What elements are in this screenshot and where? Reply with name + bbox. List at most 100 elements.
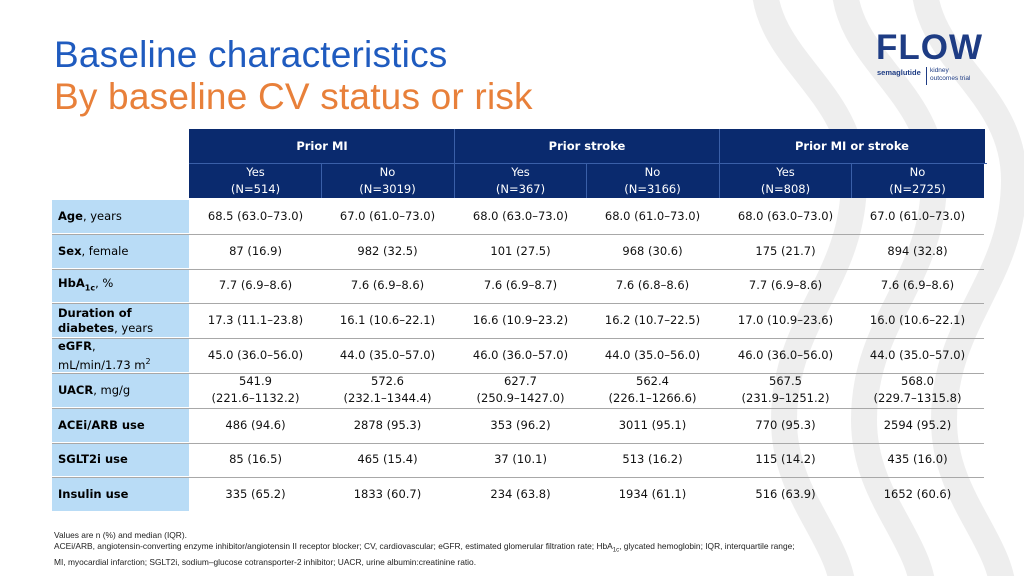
table-cell: 568.0 (229.7–1315.8)	[873, 374, 962, 406]
column-header: Yes (N=367)	[454, 163, 587, 198]
table-cell: 175 (21.7)	[755, 243, 816, 258]
page-subtitle: By baseline CV status or risk	[54, 76, 533, 117]
footnote-line-1: Values are n (%) and median (IQR).	[54, 530, 187, 540]
table-cell: 2594 (95.2)	[883, 417, 952, 432]
table-cell: 16.2 (10.7–22.5)	[604, 313, 701, 328]
table-cell: 45.0 (36.0–56.0)	[207, 348, 304, 363]
row-label: HbA1c, %	[52, 269, 189, 303]
table-cell: 44.0 (35.0–56.0)	[604, 348, 701, 363]
column-header-n: (N=514)	[230, 181, 281, 196]
table-cell: 16.6 (10.9–23.2)	[472, 313, 569, 328]
table-cell: 541.9 (221.6–1132.2)	[211, 374, 300, 406]
column-divider	[586, 163, 587, 198]
group-divider	[454, 129, 455, 198]
row-divider	[52, 442, 984, 444]
table-cell: 16.1 (10.6–22.1)	[339, 313, 436, 328]
table-cell: 486 (94.6)	[225, 417, 286, 432]
row-divider	[52, 268, 984, 270]
table-cell: 1652 (60.6)	[883, 487, 952, 502]
group-divider	[719, 129, 720, 198]
column-header-yesno: No	[379, 164, 396, 179]
column-header: Yes (N=514)	[189, 163, 322, 198]
logo-word: FLOW	[876, 28, 984, 67]
table-cell: 770 (95.3)	[755, 417, 816, 432]
table-cell: 335 (65.2)	[225, 487, 286, 502]
table-cell: 435 (16.0)	[887, 452, 948, 467]
table-cell: 1934 (61.1)	[618, 487, 687, 502]
column-header-yesno: Yes	[776, 164, 795, 179]
table-cell: 7.6 (6.9–8.7)	[483, 278, 558, 293]
table-cell: 16.0 (10.6–22.1)	[869, 313, 966, 328]
group-header: Prior MI	[189, 129, 455, 163]
table-cell: 3011 (95.1)	[618, 417, 687, 432]
row-label: SGLT2i use	[52, 443, 189, 477]
table-cell: 85 (16.5)	[229, 452, 282, 467]
column-header: No (N=3019)	[321, 163, 454, 198]
table-cell: 627.7 (250.9–1427.0)	[476, 374, 565, 406]
table-cell: 67.0 (61.0–73.0)	[869, 208, 966, 223]
table-cell: 46.0 (36.0–56.0)	[737, 348, 834, 363]
flow-logo: FLOW semaglutide kidney outcomes trial	[876, 30, 994, 90]
group-header: Prior MI or stroke	[719, 129, 985, 163]
footnote-line-3: MI, myocardial infarction; SGLT2i, sodiu…	[54, 556, 477, 567]
column-header-yesno: Yes	[246, 164, 265, 179]
column-header: No (N=3166)	[586, 163, 719, 198]
row-label: Sex, female	[52, 234, 189, 268]
table-cell: 1833 (60.7)	[353, 487, 422, 502]
row-divider	[52, 373, 984, 374]
table-cell: 234 (63.8)	[490, 487, 551, 502]
row-label: eGFR, mL/min/1.73 m2	[52, 339, 189, 372]
header-divider	[189, 163, 987, 164]
column-divider	[321, 163, 322, 198]
column-header-n: (N=2725)	[889, 181, 946, 196]
table-cell: 68.0 (63.0–73.0)	[472, 208, 569, 223]
column-header: Yes (N=808)	[719, 163, 852, 198]
table-cell: 7.6 (6.9–8.6)	[350, 278, 425, 293]
table-cell: 46.0 (36.0–57.0)	[472, 348, 569, 363]
row-label: UACR, mg/g	[52, 374, 189, 407]
footnote-line-2: ACEi/ARB, angiotensin-converting enzyme …	[54, 541, 795, 554]
column-header-n: (N=3166)	[624, 181, 681, 196]
table-cell: 68.0 (61.0–73.0)	[604, 208, 701, 223]
table-cell: 17.0 (10.9–23.6)	[737, 313, 834, 328]
table-cell: 44.0 (35.0–57.0)	[339, 348, 436, 363]
column-header-n: (N=808)	[760, 181, 811, 196]
table-cell: 353 (96.2)	[490, 417, 551, 432]
table-cell: 894 (32.8)	[887, 243, 948, 258]
row-label: Insulin use	[52, 478, 189, 512]
table-cell: 968 (30.6)	[622, 243, 683, 258]
table-cell: 465 (15.4)	[357, 452, 418, 467]
table-cell: 7.6 (6.9–8.6)	[880, 278, 955, 293]
column-header-n: (N=3019)	[359, 181, 416, 196]
column-header-yesno: Yes	[511, 164, 530, 179]
table-cell: 87 (16.9)	[229, 243, 282, 258]
table-cell: 562.4 (226.1–1266.6)	[608, 374, 697, 406]
table-cell: 2878 (95.3)	[353, 417, 422, 432]
column-header-yesno: No	[644, 164, 661, 179]
row-divider	[52, 407, 984, 409]
table-cell: 982 (32.5)	[357, 243, 418, 258]
row-label: Duration of diabetes, years	[52, 304, 189, 338]
table-cell: 513 (16.2)	[622, 452, 683, 467]
column-header-yesno: No	[909, 164, 926, 179]
row-label: Age, years	[52, 200, 189, 233]
table-cell: 101 (27.5)	[490, 243, 551, 258]
row-divider	[52, 338, 984, 340]
logo-kidney-text: kidney outcomes trial	[930, 67, 971, 82]
table-cell: 44.0 (35.0–57.0)	[869, 348, 966, 363]
group-header: Prior stroke	[454, 129, 720, 163]
table-cell: 37 (10.1)	[494, 452, 547, 467]
table-cell: 67.0 (61.0–73.0)	[339, 208, 436, 223]
row-divider	[52, 477, 984, 479]
footnote: Values are n (%) and median (IQR). ACEi/…	[54, 530, 994, 568]
table-cell: 572.6 (232.1–1344.4)	[343, 374, 432, 406]
table-cell: 7.6 (6.8–8.6)	[615, 278, 690, 293]
row-divider	[52, 233, 984, 235]
row-divider	[52, 303, 984, 305]
table-cell: 68.5 (63.0–73.0)	[207, 208, 304, 223]
column-header-n: (N=367)	[495, 181, 546, 196]
logo-separator	[926, 67, 927, 85]
table-cell: 567.5 (231.9–1251.2)	[741, 374, 830, 406]
table-cell: 7.7 (6.9–8.6)	[218, 278, 293, 293]
table-cell: 7.7 (6.9–8.6)	[748, 278, 823, 293]
